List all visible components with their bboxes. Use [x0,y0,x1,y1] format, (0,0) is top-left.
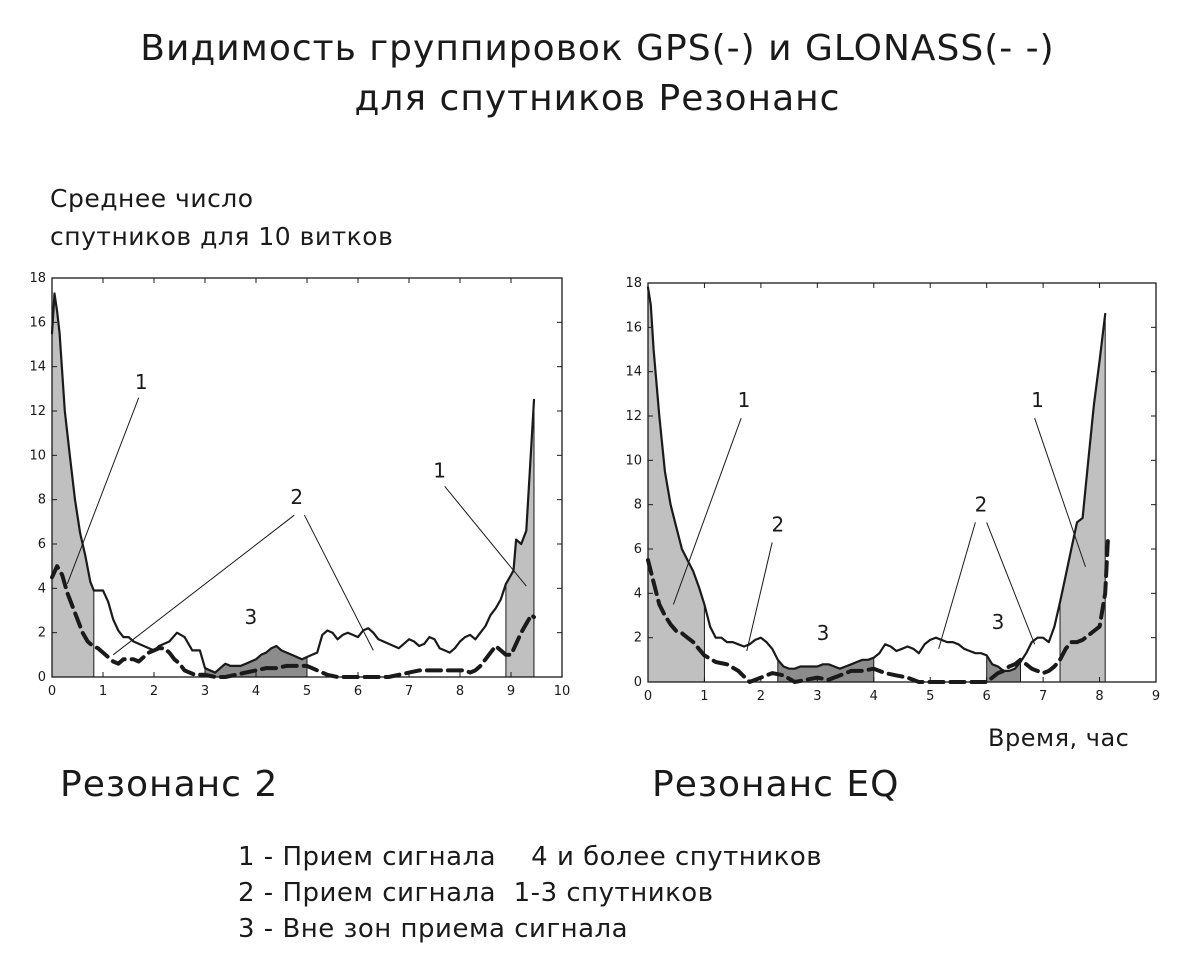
y-tick-label: 10 [625,453,642,468]
x-axis-label: Время, час [988,724,1130,752]
legend-line-3: 3 - Вне зон приема сигнала [238,914,629,944]
annotation-label: 3 [992,610,1005,634]
plot-frame [51,277,563,678]
chart-title-line1: Видимость группировок GPS(-) и GLONASS(-… [140,28,1055,69]
x-tick-label: 4 [252,684,260,699]
x-tick-label: 9 [507,684,515,699]
annotation-leader [746,542,773,652]
annotation-leader [672,418,742,605]
x-tick-label: 8 [456,684,464,699]
x-tick-label: 10 [554,684,571,699]
gps-series-line [50,292,536,674]
y-tick-label: 14 [625,365,642,380]
annotation-label: 2 [771,512,784,536]
legend-line-1: 1 - Прием сигнала 4 и более спутников [238,842,823,872]
annotation-label: 1 [1031,388,1044,412]
signal-zone-4plus-1 [647,287,705,683]
legend-line-2: 2 - Прием сигнала 1-3 спутников [238,878,714,908]
y-tick-label: 18 [29,271,46,286]
y-tick-label: 18 [625,276,642,291]
y-tick-label: 0 [634,675,642,690]
gps-series-line [646,286,1107,673]
y-axis-label-line1: Среднее число [50,184,254,213]
y-tick-label: 2 [634,631,642,646]
chart-subtitle-resonans-eq: Резонанс EQ [652,764,900,805]
x-tick-label: 1 [700,689,708,704]
x-tick-label: 6 [983,689,991,704]
y-tick-label: 14 [29,360,46,375]
annotation-label: 3 [245,605,258,629]
y-tick-label: 12 [29,404,46,419]
x-tick-label: 1 [99,684,107,699]
x-tick-label: 4 [870,689,878,704]
plot-frame [647,282,1157,683]
y-tick-label: 10 [29,448,46,463]
y-tick-label: 6 [38,537,46,552]
x-tick-label: 3 [813,689,821,704]
signal-zone-4plus-2 [505,399,535,678]
annotation-label: 1 [135,370,148,394]
x-tick-label: 2 [150,684,158,699]
x-tick-label: 7 [1039,689,1047,704]
annotation-label: 2 [290,485,303,509]
x-tick-label: 5 [926,689,934,704]
y-tick-label: 12 [625,409,642,424]
y-tick-label: 4 [634,586,642,601]
annotation-label: 1 [433,459,446,483]
annotation-label: 2 [975,492,988,516]
y-tick-label: 8 [634,498,642,513]
y-tick-label: 4 [38,581,46,596]
x-tick-label: 6 [354,684,362,699]
y-axis-label-line2: спутников для 10 витков [50,222,394,251]
x-tick-label: 3 [201,684,209,699]
y-tick-label: 6 [634,542,642,557]
annotation-leader [1034,418,1086,567]
annotation-leader [444,486,527,587]
annotation-label: 1 [738,388,751,412]
y-tick-label: 2 [38,626,46,641]
annotation-label: 3 [817,621,830,645]
y-tick-label: 0 [38,670,46,685]
x-tick-label: 2 [757,689,765,704]
annotation-leader [986,522,1036,645]
glonass-series-line [50,564,536,679]
annotation-leader [938,522,976,649]
x-tick-label: 5 [303,684,311,699]
x-tick-label: 0 [644,689,652,704]
annotation-leader [66,397,140,585]
chart-title-line2: для спутников Резонанс [354,78,841,119]
x-tick-label: 9 [1152,689,1160,704]
x-tick-label: 7 [405,684,413,699]
x-tick-label: 0 [48,684,56,699]
x-tick-label: 8 [1095,689,1103,704]
annotation-leader [112,514,295,656]
y-tick-label: 8 [38,493,46,508]
annotation-leader [304,514,374,651]
y-tick-label: 16 [625,320,642,335]
chart-subtitle-resonans-2: Резонанс 2 [60,764,279,805]
y-tick-label: 16 [29,315,46,330]
glonass-series-line [646,535,1110,684]
